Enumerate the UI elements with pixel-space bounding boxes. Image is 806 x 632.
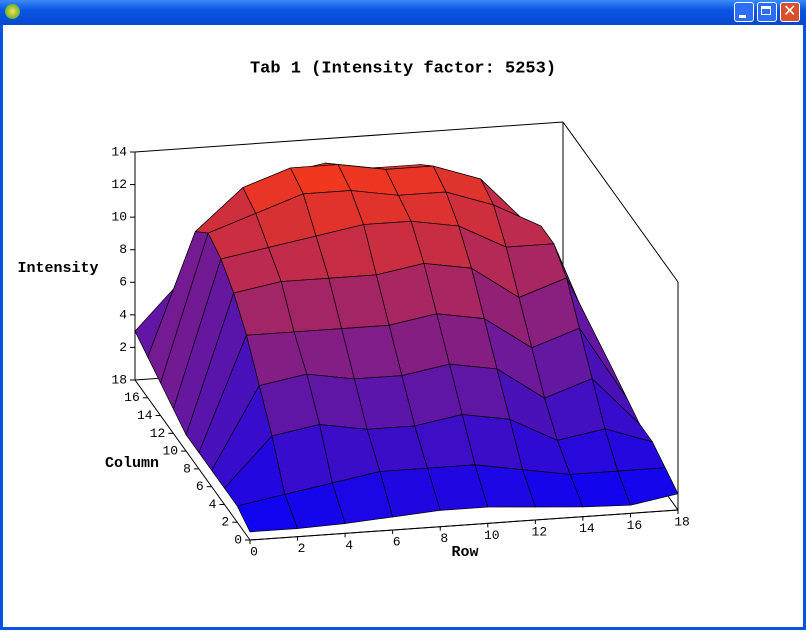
maximize-button[interactable] — [757, 2, 777, 22]
box-edge — [249, 509, 679, 541]
minimize-button[interactable] — [734, 2, 754, 22]
z-tick-label: 6 — [119, 275, 127, 290]
x-tick-label: 8 — [440, 531, 448, 546]
y-tick-label: 8 — [183, 461, 191, 476]
y-tick-label: 16 — [124, 390, 140, 405]
box-edge — [134, 379, 251, 541]
x-tick-label: 14 — [579, 521, 595, 536]
x-tick-label: 16 — [627, 518, 643, 533]
y-tick-label: 12 — [150, 426, 166, 441]
z-tick-label: 14 — [111, 144, 127, 159]
x-tick-label: 10 — [484, 528, 500, 543]
x-tick-label: 2 — [298, 541, 306, 556]
y-tick-label: 2 — [221, 515, 229, 530]
x-tick-label: 6 — [393, 534, 401, 549]
box-edge — [562, 121, 679, 283]
y-tick-label: 4 — [209, 497, 217, 512]
x-axis-label: Row — [451, 544, 478, 561]
y-tick-label: 10 — [163, 444, 179, 459]
y-tick-label: 0 — [234, 532, 242, 547]
app-icon — [5, 4, 20, 19]
x-tick-label: 12 — [532, 524, 548, 539]
z-tick-label: 4 — [119, 307, 127, 322]
y-tick-label: 6 — [196, 479, 204, 494]
z-tick-label: 12 — [111, 177, 127, 192]
x-tick-label: 0 — [250, 544, 258, 559]
chart-title: Tab 1 (Intensity factor: 5253) — [250, 59, 556, 78]
surface-cell — [236, 494, 299, 533]
z-tick-label: 10 — [111, 210, 127, 225]
title-bar: ✕ — [0, 0, 806, 25]
y-tick-label: 18 — [111, 372, 127, 387]
z-tick-label: 2 — [119, 340, 127, 355]
z-tick-label: 8 — [119, 242, 127, 257]
y-tick-label: 14 — [137, 408, 153, 423]
y-axis-label: Column — [105, 455, 159, 472]
z-axis-label: Intensity — [17, 260, 98, 277]
x-tick-label: 4 — [345, 538, 353, 553]
close-button[interactable]: ✕ — [780, 1, 800, 22]
box-edge — [134, 121, 564, 153]
chart: Tab 1 (Intensity factor: 5253) Intensity… — [17, 59, 690, 561]
x-tick-label: 18 — [674, 514, 690, 529]
client-area: Tab 1 (Intensity factor: 5253) Intensity… — [3, 25, 803, 627]
